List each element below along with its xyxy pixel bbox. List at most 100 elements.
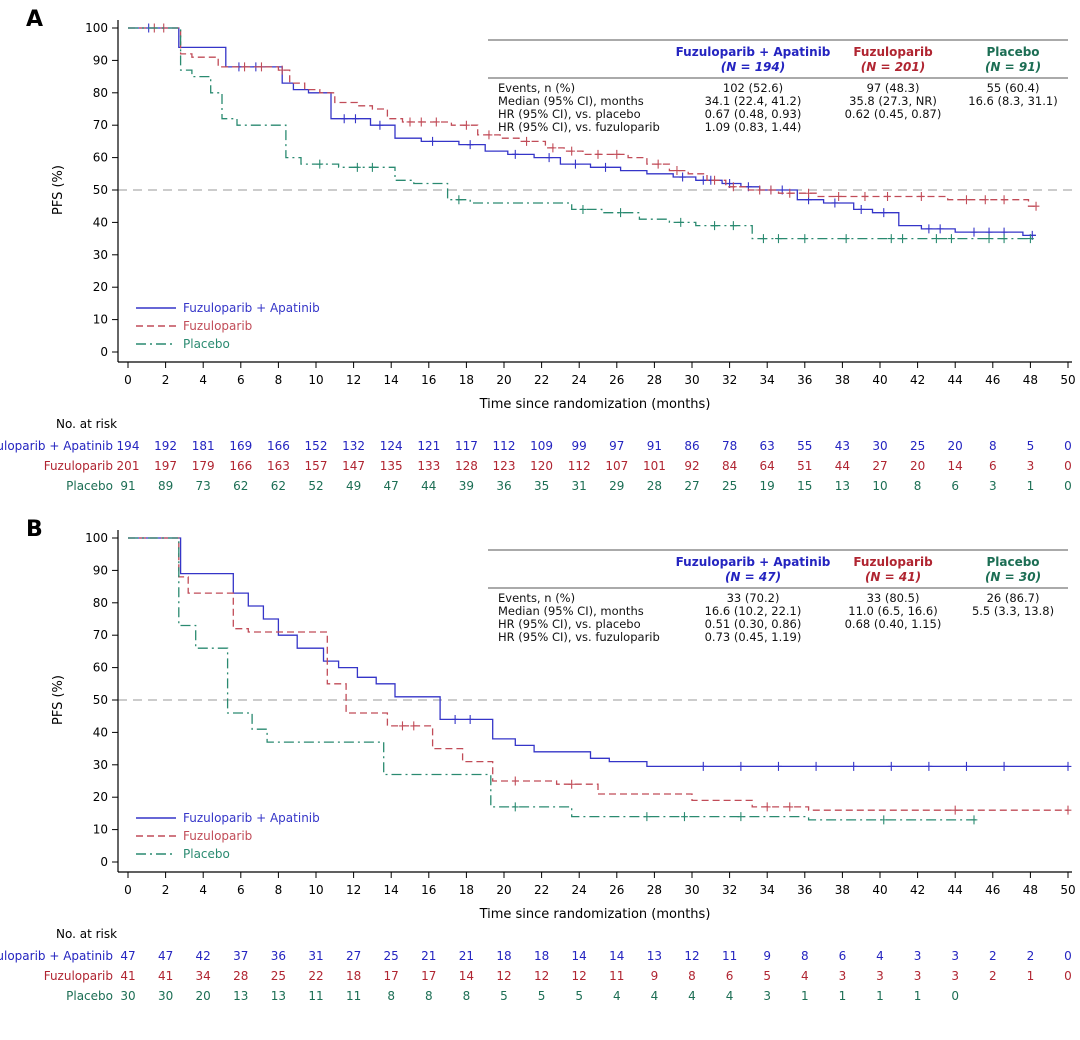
censor-mark-fuzuloparib-apatinib xyxy=(925,761,933,771)
censor-mark-fuzuloparib-apatinib xyxy=(775,761,782,771)
x-tick-label: 46 xyxy=(985,883,1000,897)
y-tick-label: 20 xyxy=(93,790,108,804)
risk-value: 30 xyxy=(120,989,135,1003)
legend-label-fuzuloparib-apatinib: Fuzuloparib + Apatinib xyxy=(183,811,320,825)
censor-mark-fuzuloparib-apatinib xyxy=(1000,761,1008,771)
x-tick-label: 16 xyxy=(421,373,436,387)
censor-mark-fuzuloparib-apatinib xyxy=(963,761,970,771)
censor-mark-fuzuloparib xyxy=(861,191,869,201)
censor-mark-fuzuloparib xyxy=(963,195,970,205)
x-tick-label: 40 xyxy=(872,373,887,387)
risk-value: 1 xyxy=(876,989,884,1003)
censor-mark-fuzuloparib-apatinib xyxy=(880,208,888,218)
y-tick-label: 70 xyxy=(93,118,108,132)
censor-mark-fuzuloparib xyxy=(805,188,812,198)
y-tick-label: 100 xyxy=(85,531,108,545)
risk-value: 18 xyxy=(534,949,549,963)
risk-value: 8 xyxy=(989,439,997,453)
risk-value: 27 xyxy=(872,459,887,473)
risk-value: 0 xyxy=(1064,439,1072,453)
risk-value: 27 xyxy=(346,949,361,963)
censor-mark-placebo xyxy=(316,159,324,169)
risk-value: 62 xyxy=(271,479,286,493)
risk-value: 201 xyxy=(117,459,140,473)
censor-mark-fuzuloparib xyxy=(258,62,265,72)
risk-value: 27 xyxy=(684,479,699,493)
x-tick-label: 24 xyxy=(572,883,587,897)
legend-label-fuzuloparib-apatinib: Fuzuloparib + Apatinib xyxy=(183,301,320,315)
x-tick-label: 20 xyxy=(496,373,511,387)
risk-value: 0 xyxy=(951,989,959,1003)
y-tick-label: 70 xyxy=(93,628,108,642)
risk-value: 22 xyxy=(308,969,323,983)
risk-row-label-fuzuloparib-apatinib: Fuzuloparib + Apatinib xyxy=(0,439,113,453)
stats-row-value: 1.09 (0.83, 1.44) xyxy=(705,120,802,134)
censor-mark-fuzuloparib-apatinib xyxy=(466,714,474,724)
censor-mark-fuzuloparib xyxy=(613,149,621,159)
censor-mark-fuzuloparib-apatinib xyxy=(545,153,553,163)
x-tick-label: 18 xyxy=(459,883,474,897)
stats-col-name-fuzuloparib-apatinib: Fuzuloparib + Apatinib xyxy=(676,45,831,59)
stats-row-label: HR (95% CI), vs. fuzuloparib xyxy=(498,630,660,644)
x-tick-label: 38 xyxy=(835,883,850,897)
x-tick-label: 12 xyxy=(346,373,361,387)
censor-mark-fuzuloparib xyxy=(417,117,425,127)
km-curve-fuzuloparib xyxy=(128,537,1068,811)
stats-col-name-placebo: Placebo xyxy=(986,45,1039,59)
x-tick-label: 2 xyxy=(162,883,170,897)
risk-value: 89 xyxy=(158,479,173,493)
risk-value: 8 xyxy=(463,989,471,1003)
x-tick-label: 36 xyxy=(797,883,812,897)
censor-mark-fuzuloparib-apatinib xyxy=(936,224,944,234)
x-tick-label: 6 xyxy=(237,883,245,897)
x-tick-label: 6 xyxy=(237,373,245,387)
risk-value: 11 xyxy=(308,989,323,1003)
stats-row-value: 97 (48.3) xyxy=(867,81,920,95)
censor-mark-fuzuloparib xyxy=(729,182,737,192)
stats-col-name-placebo: Placebo xyxy=(986,555,1039,569)
panel-a: A 0 10 20 30 40 50 60 70 80 90 100 0 2 4 6 8 10 12 14 16 18 20… xyxy=(0,0,1080,510)
censor-mark-fuzuloparib xyxy=(767,185,775,195)
stats-col-name-fuzuloparib: Fuzuloparib xyxy=(853,555,933,569)
y-tick-label: 50 xyxy=(93,693,108,707)
x-tick-label: 8 xyxy=(275,373,283,387)
x-tick-label: 16 xyxy=(421,883,436,897)
risk-value: 44 xyxy=(421,479,436,493)
censor-mark-fuzuloparib-apatinib xyxy=(451,714,459,724)
censor-mark-fuzuloparib xyxy=(549,143,557,153)
risk-value: 4 xyxy=(801,969,809,983)
censor-mark-fuzuloparib-apatinib xyxy=(340,114,348,124)
x-tick-label: 32 xyxy=(722,883,737,897)
legend-label-placebo: Placebo xyxy=(183,847,230,861)
risk-value: 31 xyxy=(572,479,587,493)
risk-value: 15 xyxy=(797,479,812,493)
censor-mark-placebo xyxy=(775,234,782,244)
x-tick-label: 28 xyxy=(647,373,662,387)
stats-row-label: Events, n (%) xyxy=(498,591,575,605)
risk-value: 91 xyxy=(120,479,135,493)
x-tick-label: 8 xyxy=(275,883,283,897)
risk-row-label-fuzuloparib: Fuzuloparib xyxy=(44,459,113,473)
risk-value: 121 xyxy=(417,439,440,453)
stats-col-name-fuzuloparib-apatinib: Fuzuloparib + Apatinib xyxy=(676,555,831,569)
stats-row-value: 5.5 (3.3, 13.8) xyxy=(972,604,1054,618)
legend-label-placebo: Placebo xyxy=(183,337,230,351)
stats-col-n-fuzuloparib: (N = 201) xyxy=(861,60,925,74)
censor-mark-fuzuloparib xyxy=(485,130,493,140)
censor-mark-fuzuloparib xyxy=(711,175,718,185)
stats-row-value: 0.68 (0.40, 1.15) xyxy=(845,617,942,631)
risk-value: 99 xyxy=(572,439,587,453)
x-tick-label: 50 xyxy=(1060,883,1075,897)
risk-value: 78 xyxy=(722,439,737,453)
km-curve-fuzuloparib xyxy=(128,27,1038,207)
risk-value: 14 xyxy=(572,949,587,963)
censor-mark-fuzuloparib xyxy=(1032,201,1040,211)
x-tick-label: 10 xyxy=(308,373,323,387)
x-tick-label: 26 xyxy=(609,373,624,387)
risk-value: 0 xyxy=(1064,949,1072,963)
censor-mark-fuzuloparib xyxy=(568,779,576,789)
risk-value: 13 xyxy=(835,479,850,493)
risk-value: 2 xyxy=(989,969,997,983)
stats-row-value: 16.6 (10.2, 22.1) xyxy=(705,604,802,618)
risk-value: 0 xyxy=(1064,969,1072,983)
